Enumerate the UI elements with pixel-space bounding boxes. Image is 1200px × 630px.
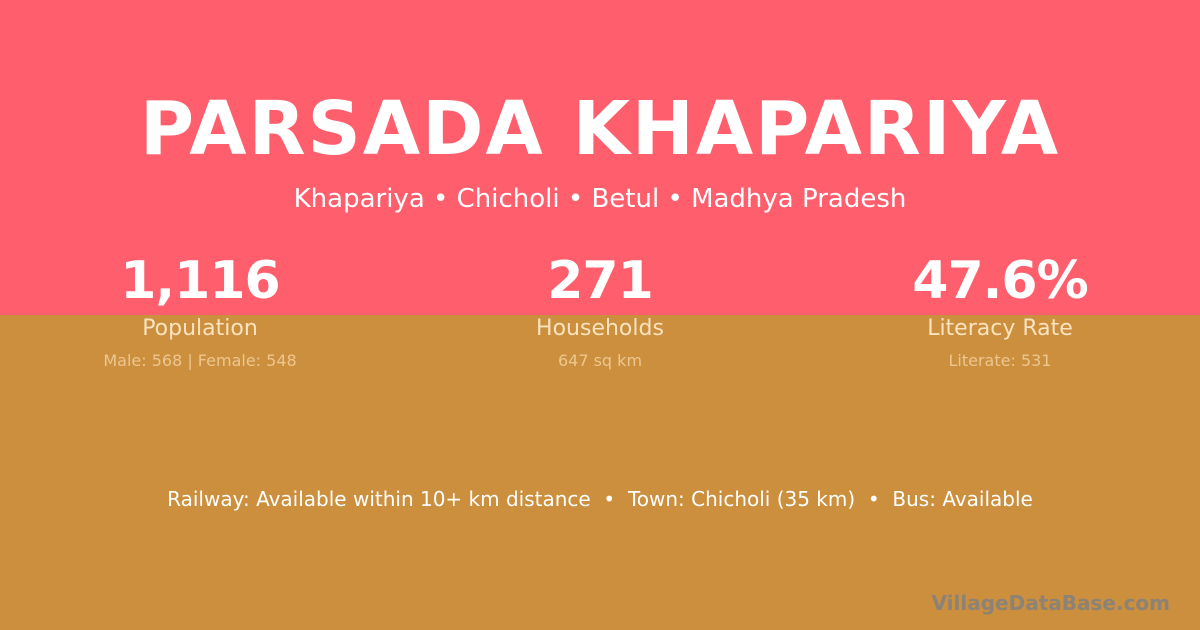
stat-literacy: 47.6% Literacy Rate Literate: 531 xyxy=(800,250,1200,373)
stat-label: Households xyxy=(536,316,664,341)
header-band xyxy=(0,0,1200,315)
stat-households: 271 Households 647 sq km xyxy=(400,250,800,373)
stat-detail: Male: 568 | Female: 548 xyxy=(103,351,297,370)
stat-detail: 647 sq km xyxy=(557,351,643,370)
village-title: PARSADA KHAPARIYA xyxy=(139,86,1061,172)
stat-value: 271 xyxy=(547,251,654,311)
footer-band xyxy=(0,315,1200,630)
stat-label: Population xyxy=(142,316,258,341)
stat-value: 47.6% xyxy=(912,251,1088,311)
stat-label: Literacy Rate xyxy=(927,316,1073,341)
stat-detail: Literate: 531 xyxy=(948,351,1052,370)
stat-population: 1,116 Population Male: 568 | Female: 548 xyxy=(0,250,400,373)
brand-watermark: VillageDataBase.com xyxy=(931,591,1170,615)
amenities-info: Railway: Available within 10+ km distanc… xyxy=(167,487,1033,511)
location-breadcrumb: Khapariya • Chicholi • Betul • Madhya Pr… xyxy=(293,184,907,214)
stat-value: 1,116 xyxy=(120,251,280,311)
